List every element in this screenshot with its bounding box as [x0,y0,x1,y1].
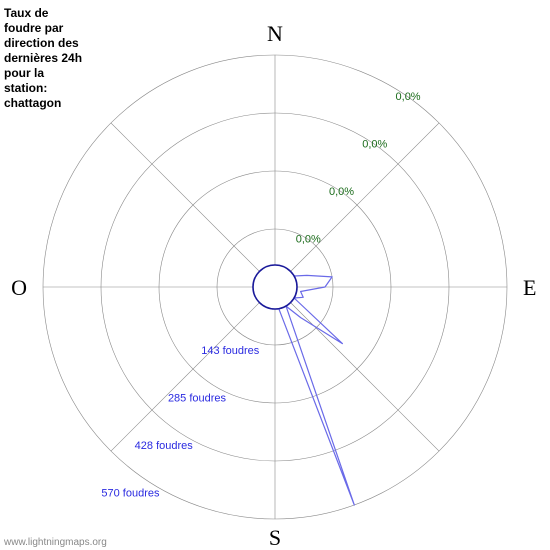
count-label: 143 foudres [201,345,260,357]
grid-spoke [111,123,275,287]
cardinal-e: E [523,275,536,300]
pct-label: 0,0% [296,233,321,245]
pct-label: 0,0% [362,138,387,150]
grid-spoke [111,287,275,451]
cardinal-s: S [269,525,281,550]
chart-title: Taux de foudre par direction des dernièr… [4,6,82,111]
count-label: 428 foudres [135,440,194,452]
count-label: 570 foudres [101,487,160,499]
pct-label: 0,0% [329,186,354,198]
footer-credit: www.lightningmaps.org [4,537,107,548]
cardinal-n: N [267,21,283,46]
count-label: 285 foudres [168,392,227,404]
polar-chart: 0,0% 0,0% 0,0% 0,0% 143 foudres 285 foudres 42… [0,0,550,550]
grid-spoke [275,287,439,451]
cardinal-w: O [11,275,27,300]
pct-label: 0,0% [396,91,421,103]
inner-circle [253,265,297,309]
grid-spoke [275,123,439,287]
